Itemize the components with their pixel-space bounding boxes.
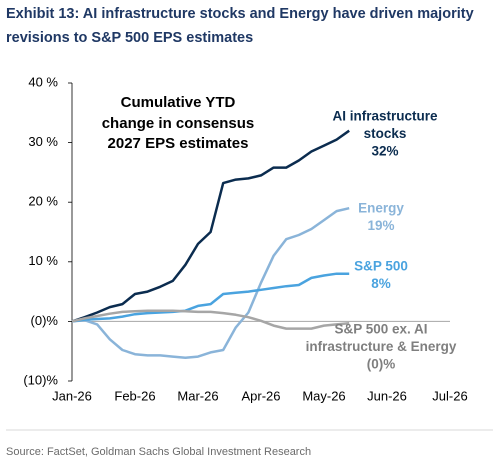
x-tick-label: May-26 bbox=[302, 388, 345, 403]
series-label: S&P 500 ex. AI bbox=[334, 322, 427, 337]
series-label: (0)% bbox=[367, 357, 396, 372]
annotation: change in consensus bbox=[102, 115, 255, 132]
series-line bbox=[71, 309, 350, 330]
x-tick-label: Apr-26 bbox=[241, 388, 280, 403]
x-tick-label: Mar-26 bbox=[177, 388, 218, 403]
annotation: 2027 EPS estimates bbox=[108, 135, 249, 152]
y-tick-label: 30 % bbox=[28, 134, 58, 149]
series-label: 8% bbox=[371, 276, 391, 291]
series-label: S&P 500 bbox=[354, 259, 408, 274]
x-tick-label: Feb-26 bbox=[114, 388, 155, 403]
source: Source: FactSet, Goldman Sachs Global In… bbox=[6, 446, 311, 458]
x-tick-label: Jan-26 bbox=[52, 388, 92, 403]
y-tick-label: 20 % bbox=[28, 194, 58, 209]
x-tick-label: Jun-26 bbox=[367, 388, 407, 403]
x-tick-label: Jul-26 bbox=[432, 388, 467, 403]
y-tick-label: 40 % bbox=[28, 74, 58, 89]
series-label: 32% bbox=[371, 144, 398, 159]
y-tick-label: (0)% bbox=[31, 313, 59, 328]
series-label: stocks bbox=[364, 126, 407, 141]
series-label: infrastructure & Energy bbox=[306, 339, 457, 354]
series-label: Energy bbox=[358, 201, 404, 216]
series-label: AI infrastructure bbox=[332, 109, 438, 124]
y-tick-label: (10)% bbox=[23, 372, 58, 387]
chart-title: revisions to S&P 500 EPS estimates bbox=[6, 30, 253, 46]
series-line bbox=[71, 206, 350, 360]
y-tick-label: 10 % bbox=[28, 253, 58, 268]
chart-title: Exhibit 13: AI infrastructure stocks and… bbox=[6, 6, 474, 22]
annotation: Cumulative YTD bbox=[121, 94, 236, 111]
series-label: 19% bbox=[367, 218, 394, 233]
series-line bbox=[71, 272, 350, 323]
series-line bbox=[71, 129, 350, 323]
